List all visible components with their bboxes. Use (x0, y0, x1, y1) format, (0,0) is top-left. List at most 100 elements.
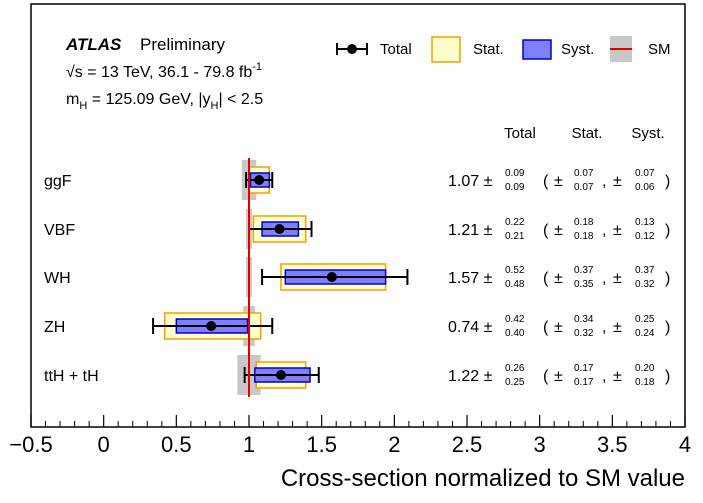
process-label: VBF (44, 222, 75, 239)
syst-dn-text: 0.06 (635, 182, 655, 193)
legend: Total Stat. Syst. SM (336, 36, 671, 63)
paren-open: ( (543, 319, 549, 336)
comma: , (602, 222, 606, 239)
stat-pm: ± (554, 319, 563, 336)
x-tick-label: 1.5 (306, 432, 337, 457)
syst-up-text: 0.07 (635, 168, 655, 179)
total-dn-text: 0.48 (505, 279, 525, 290)
stat-dn-text: 0.18 (574, 231, 594, 242)
comma: , (602, 270, 606, 287)
x-tick-label: 1 (243, 432, 255, 457)
total-dn-text: 0.40 (505, 328, 525, 339)
total-up-text: 0.22 (505, 217, 525, 228)
comma: , (602, 173, 606, 190)
paren-close: ) (665, 222, 670, 239)
stat-dn-text: 0.17 (574, 377, 594, 388)
process-label: ttH + tH (44, 368, 99, 385)
x-tick-label: 0 (98, 432, 110, 457)
mass-annotation: mH = 125.09 GeV, |yH| < 2.5 (66, 91, 263, 112)
process-label: WH (44, 270, 71, 287)
paren-open: ( (543, 270, 549, 287)
value-text: 1.07 ± (448, 173, 493, 190)
syst-pm: ± (613, 222, 622, 239)
x-tick-label: 2.5 (452, 432, 483, 457)
total-dn-text: 0.25 (505, 377, 525, 388)
legend-syst-swatch (522, 39, 552, 60)
stat-up-text: 0.37 (574, 265, 594, 276)
stat-pm: ± (554, 368, 563, 385)
column-header-total: Total (504, 125, 536, 142)
syst-dn-text: 0.12 (635, 231, 655, 242)
legend-syst-label: Syst. (561, 41, 594, 58)
x-tick-label: −0.5 (9, 432, 52, 457)
x-tick-label: 0.5 (161, 432, 192, 457)
stat-up-text: 0.18 (574, 217, 594, 228)
total-up-text: 0.52 (505, 265, 525, 276)
syst-up-text: 0.20 (635, 363, 655, 374)
stat-up-text: 0.17 (574, 363, 594, 374)
syst-dn-text: 0.24 (635, 328, 655, 339)
x-tick-label: 2 (388, 432, 400, 457)
x-axis-label: Cross-section normalized to SM value (281, 465, 685, 492)
stat-pm: ± (554, 270, 563, 287)
rows: ggF 1.07 ± 0.09 0.09 ( ±0.07 0.07, ±0.07 0.06) VB… (44, 166, 670, 389)
comma: , (602, 368, 606, 385)
stat-pm: ± (554, 222, 563, 239)
stat-pm: ± (554, 173, 563, 190)
value-text: 0.74 ± (448, 319, 493, 336)
paren-close: ) (665, 319, 670, 336)
column-header-syst: Syst. (631, 125, 664, 142)
value-text: 1.57 ± (448, 270, 493, 287)
x-tick-label: 3.5 (597, 432, 628, 457)
total-up-text: 0.42 (505, 314, 525, 325)
paren-close: ) (665, 173, 670, 190)
legend-total-dot (347, 44, 357, 54)
stat-dn-text: 0.35 (574, 279, 594, 290)
stat-dn-text: 0.32 (574, 328, 594, 339)
central-value-point (275, 370, 286, 380)
syst-dn-text: 0.18 (635, 377, 655, 388)
value-text: 1.22 ± (448, 368, 493, 385)
x-tick-label: 3 (534, 432, 546, 457)
total-dn-text: 0.21 (505, 231, 525, 242)
central-value-point (326, 272, 337, 282)
process-label: ZH (44, 319, 65, 336)
paren-open: ( (543, 368, 549, 385)
central-value-point (274, 224, 285, 234)
syst-up-text: 0.37 (635, 265, 655, 276)
legend-sm-label: SM (648, 41, 671, 58)
energy-lumi-annotation: √s = 13 TeV, 36.1 - 79.8 fb-1 (66, 61, 262, 81)
central-value-point (254, 175, 265, 185)
x-tick-label: 4 (679, 432, 691, 457)
comma: , (602, 319, 606, 336)
syst-dn-text: 0.32 (635, 279, 655, 290)
total-up-text: 0.26 (505, 363, 525, 374)
stat-up-text: 0.34 (574, 314, 594, 325)
central-value-point (206, 321, 217, 331)
legend-total-label: Total (380, 41, 412, 58)
syst-pm: ± (613, 270, 622, 287)
legend-stat-label: Stat. (473, 41, 504, 58)
paren-open: ( (543, 173, 549, 190)
x-axis: −0.5 0 0.5 1 1.5 2 2.5 3 3.5 4 (9, 415, 691, 457)
paren-open: ( (543, 222, 549, 239)
paren-close: ) (665, 270, 670, 287)
process-label: ggF (44, 173, 72, 190)
total-dn-text: 0.09 (505, 182, 525, 193)
plot-frame (30, 3, 686, 428)
syst-up-text: 0.13 (635, 217, 655, 228)
total-up-text: 0.09 (505, 168, 525, 179)
stat-up-text: 0.07 (574, 168, 594, 179)
value-text: 1.21 ± (448, 222, 493, 239)
syst-pm: ± (613, 319, 622, 336)
atlas-subtitle: Preliminary (140, 35, 226, 54)
legend-stat-swatch (431, 36, 461, 63)
atlas-title: ATLAS (65, 35, 122, 54)
syst-up-text: 0.25 (635, 314, 655, 325)
stat-dn-text: 0.07 (574, 182, 594, 193)
paren-close: ) (665, 368, 670, 385)
syst-pm: ± (613, 368, 622, 385)
syst-pm: ± (613, 173, 622, 190)
column-header-stat: Stat. (572, 125, 603, 142)
